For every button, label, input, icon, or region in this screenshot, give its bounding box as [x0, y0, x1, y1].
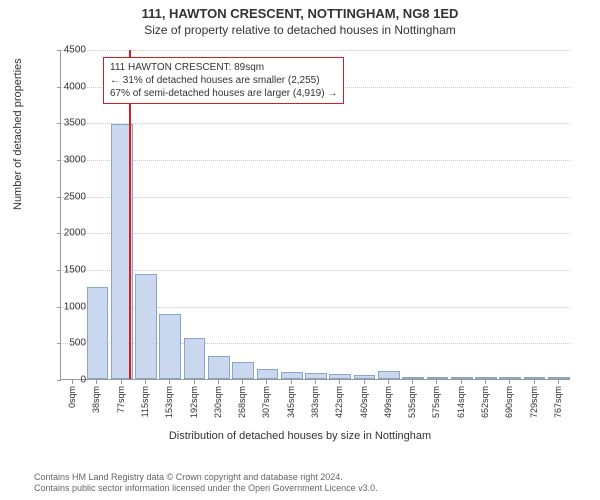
annotation-line: 67% of semi-detached houses are larger (…: [110, 87, 337, 100]
x-axis-label: Distribution of detached houses by size …: [0, 430, 600, 442]
ytick-label: 4000: [46, 81, 86, 92]
histogram-bar: [524, 377, 546, 379]
histogram-bar: [329, 374, 351, 379]
xtick-mark: [485, 380, 486, 384]
ytick-label: 3000: [46, 155, 86, 166]
xtick-mark: [339, 380, 340, 384]
plot-region: 111 HAWTON CRESCENT: 89sqm← 31% of detac…: [60, 50, 570, 380]
xtick-label: 499sqm: [383, 386, 393, 418]
xtick-mark: [315, 380, 316, 384]
ytick-label: 2500: [46, 191, 86, 202]
xtick-mark: [218, 380, 219, 384]
annotation-line: 111 HAWTON CRESCENT: 89sqm: [110, 61, 337, 74]
xtick-mark: [96, 380, 97, 384]
footer-line-2: Contains public sector information licen…: [34, 483, 378, 494]
histogram-bar: [305, 373, 327, 379]
chart-subtitle: Size of property relative to detached ho…: [0, 23, 600, 37]
xtick-mark: [461, 380, 462, 384]
y-axis-label: Number of detached properties: [12, 58, 24, 210]
histogram-bar: [427, 377, 449, 379]
xtick-mark: [509, 380, 510, 384]
gridline: [61, 160, 570, 161]
xtick-mark: [558, 380, 559, 384]
histogram-bar: [499, 377, 521, 379]
gridline: [61, 50, 570, 51]
xtick-label: 268sqm: [237, 386, 247, 418]
ytick-label: 500: [46, 338, 86, 349]
xtick-mark: [194, 380, 195, 384]
ytick-label: 4500: [46, 45, 86, 56]
histogram-bar: [548, 377, 570, 379]
histogram-bar: [354, 375, 376, 379]
xtick-label: 0sqm: [67, 386, 77, 408]
histogram-bar: [281, 372, 303, 379]
xtick-label: 460sqm: [359, 386, 369, 418]
xtick-label: 153sqm: [164, 386, 174, 418]
xtick-mark: [412, 380, 413, 384]
xtick-mark: [266, 380, 267, 384]
gridline: [61, 197, 570, 198]
xtick-label: 652sqm: [480, 386, 490, 418]
gridline: [61, 123, 570, 124]
histogram-bar: [159, 314, 181, 379]
footer-line-1: Contains HM Land Registry data © Crown c…: [34, 472, 378, 483]
ytick-label: 3500: [46, 118, 86, 129]
ytick-label: 1000: [46, 301, 86, 312]
histogram-bar: [87, 287, 109, 379]
xtick-mark: [534, 380, 535, 384]
xtick-label: 690sqm: [504, 386, 514, 418]
histogram-bar: [208, 356, 230, 379]
histogram-bar: [475, 377, 497, 379]
xtick-mark: [242, 380, 243, 384]
annotation-line: ← 31% of detached houses are smaller (2,…: [110, 74, 337, 87]
histogram-bar: [257, 369, 279, 379]
ytick-label: 0: [46, 375, 86, 386]
xtick-label: 535sqm: [407, 386, 417, 418]
histogram-bar: [402, 377, 424, 379]
chart-area: 111 HAWTON CRESCENT: 89sqm← 31% of detac…: [60, 50, 570, 410]
annotation-box: 111 HAWTON CRESCENT: 89sqm← 31% of detac…: [103, 57, 344, 104]
xtick-label: 192sqm: [189, 386, 199, 418]
xtick-label: 307sqm: [261, 386, 271, 418]
xtick-label: 729sqm: [529, 386, 539, 418]
xtick-mark: [145, 380, 146, 384]
xtick-mark: [169, 380, 170, 384]
xtick-mark: [436, 380, 437, 384]
histogram-bar: [451, 377, 473, 379]
xtick-label: 230sqm: [213, 386, 223, 418]
xtick-label: 383sqm: [310, 386, 320, 418]
histogram-bar: [184, 338, 206, 379]
gridline: [61, 270, 570, 271]
histogram-bar: [232, 362, 254, 379]
xtick-mark: [291, 380, 292, 384]
chart-title: 111, HAWTON CRESCENT, NOTTINGHAM, NG8 1E…: [0, 6, 600, 21]
gridline: [61, 233, 570, 234]
histogram-bar: [135, 274, 157, 379]
xtick-label: 767sqm: [553, 386, 563, 418]
footer-attribution: Contains HM Land Registry data © Crown c…: [34, 472, 378, 495]
xtick-label: 614sqm: [456, 386, 466, 418]
xtick-label: 575sqm: [431, 386, 441, 418]
ytick-label: 2000: [46, 228, 86, 239]
xtick-label: 422sqm: [334, 386, 344, 418]
xtick-label: 345sqm: [286, 386, 296, 418]
xtick-mark: [364, 380, 365, 384]
xtick-label: 77sqm: [116, 386, 126, 413]
xtick-mark: [121, 380, 122, 384]
histogram-bar: [378, 371, 400, 379]
xtick-label: 38sqm: [91, 386, 101, 413]
ytick-label: 1500: [46, 265, 86, 276]
xtick-label: 115sqm: [140, 386, 150, 417]
xtick-mark: [388, 380, 389, 384]
